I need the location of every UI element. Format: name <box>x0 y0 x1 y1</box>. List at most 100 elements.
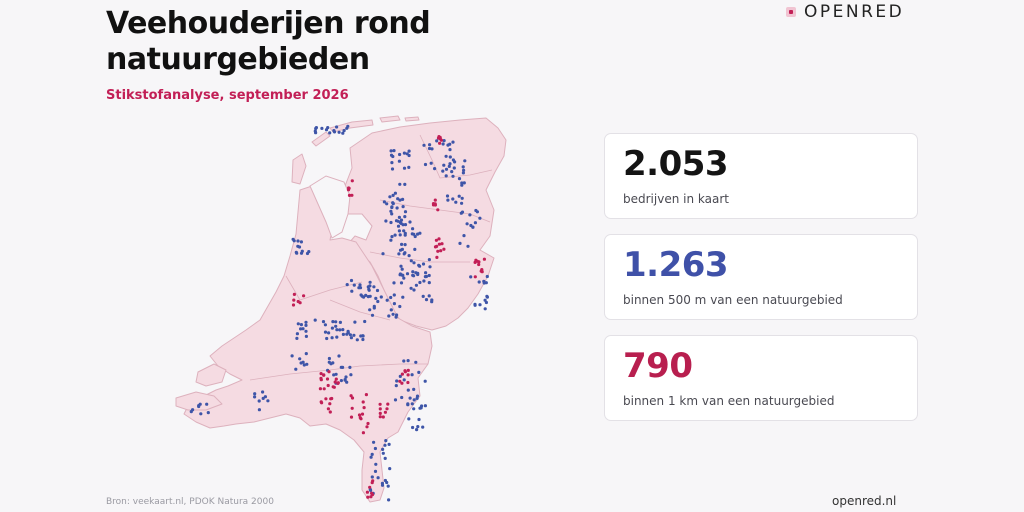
farm-point-500m <box>402 166 407 170</box>
farm-point-1km <box>433 198 437 202</box>
farm-point-500m <box>402 276 406 280</box>
farm-point-500m <box>397 159 401 163</box>
farm-point-1km <box>350 396 355 400</box>
farm-point-1km <box>437 242 441 246</box>
farm-point-500m <box>374 296 378 300</box>
farm-point-500m <box>417 417 421 422</box>
farm-point-500m <box>399 218 404 222</box>
farm-point-500m <box>433 167 437 171</box>
farm-point-500m <box>401 197 405 201</box>
farm-point-500m <box>257 408 261 412</box>
farm-point-500m <box>335 125 339 129</box>
farm-point-500m <box>355 338 359 342</box>
farm-point-500m <box>411 270 415 274</box>
farm-point-500m <box>429 161 433 165</box>
farm-point-500m <box>400 267 404 271</box>
farm-point-1km <box>385 407 389 411</box>
farm-point-1km <box>381 415 385 419</box>
farm-point-500m <box>359 293 363 297</box>
farm-point-1km <box>480 268 484 272</box>
farm-point-500m <box>414 360 418 364</box>
farm-point-500m <box>465 222 469 226</box>
farm-point-500m <box>348 333 352 337</box>
farm-point-500m <box>427 146 432 151</box>
farm-point-500m <box>335 335 339 339</box>
farm-point-1km <box>291 303 296 307</box>
farm-point-1km <box>383 410 387 414</box>
farm-point-500m <box>389 295 393 300</box>
farm-point-1km <box>368 485 372 489</box>
farm-point-1km <box>442 247 446 251</box>
farm-point-500m <box>345 283 349 287</box>
farm-point-500m <box>421 294 425 298</box>
farm-point-500m <box>298 357 302 361</box>
farm-point-500m <box>392 149 396 153</box>
farm-point-500m <box>325 336 329 341</box>
farm-point-1km <box>362 406 366 410</box>
farm-point-500m <box>368 294 372 298</box>
island-texel <box>291 153 307 185</box>
farm-point-1km <box>322 373 326 377</box>
farm-point-500m <box>473 221 477 225</box>
farm-point-500m <box>416 425 420 429</box>
farm-point-500m <box>390 212 394 216</box>
farm-point-500m <box>387 314 391 318</box>
farm-point-500m <box>373 446 377 451</box>
stat-card-1km: 790 binnen 1 km van een natuurgebied <box>604 335 918 421</box>
farm-point-500m <box>398 374 402 378</box>
farm-point-500m <box>399 264 403 268</box>
farm-point-1km <box>366 495 370 499</box>
page-title: Veehouderijen rond natuurgebieden <box>106 6 431 77</box>
island-ameland <box>379 115 401 123</box>
farm-point-500m <box>332 373 336 377</box>
island-schiermonnikoog <box>404 116 420 122</box>
farm-point-500m <box>422 143 426 147</box>
farm-point-1km <box>320 401 324 405</box>
farm-point-500m <box>412 407 416 411</box>
farm-point-500m <box>253 395 257 399</box>
farm-point-500m <box>423 275 427 279</box>
farm-point-500m <box>295 332 299 336</box>
farm-point-1km <box>326 383 330 388</box>
farm-point-500m <box>462 234 466 238</box>
stat-500m-label: binnen 500 m van een natuurgebied <box>623 293 843 307</box>
farm-point-1km <box>370 491 374 495</box>
island-vlieland <box>311 131 331 147</box>
farm-point-500m <box>197 404 201 408</box>
farm-point-1km <box>324 397 328 401</box>
farm-point-500m <box>406 359 410 363</box>
farm-point-500m <box>330 336 334 340</box>
farm-point-500m <box>296 322 300 326</box>
farm-point-500m <box>386 484 390 488</box>
site-link[interactable]: openred.nl <box>832 494 897 508</box>
farm-point-500m <box>393 191 397 195</box>
farm-point-500m <box>406 388 410 392</box>
farm-point-500m <box>390 205 394 210</box>
farm-point-500m <box>390 235 394 239</box>
farm-point-500m <box>394 384 398 388</box>
farm-point-1km <box>406 380 410 385</box>
farm-point-500m <box>416 232 420 236</box>
farm-point-1km <box>371 479 375 483</box>
farm-point-1km <box>319 372 323 376</box>
farm-point-1km <box>435 255 439 259</box>
farm-point-500m <box>444 154 448 158</box>
stat-card-total: 2.053 bedrijven in kaart <box>604 133 918 219</box>
farm-point-500m <box>369 455 373 459</box>
farm-point-1km <box>365 490 369 494</box>
farm-point-500m <box>412 261 416 265</box>
farm-point-500m <box>483 307 487 311</box>
farm-point-1km <box>378 415 382 419</box>
farm-point-500m <box>398 152 402 157</box>
farm-point-500m <box>304 329 308 333</box>
farm-point-500m <box>409 286 413 290</box>
farm-point-500m <box>478 216 482 220</box>
farm-point-500m <box>341 131 345 135</box>
farm-point-500m <box>424 298 429 302</box>
farm-point-500m <box>402 359 406 363</box>
farm-point-500m <box>199 412 203 416</box>
farm-point-500m <box>482 281 486 285</box>
farm-point-500m <box>349 278 354 283</box>
farm-point-500m <box>412 387 416 391</box>
farm-point-500m <box>451 140 455 144</box>
